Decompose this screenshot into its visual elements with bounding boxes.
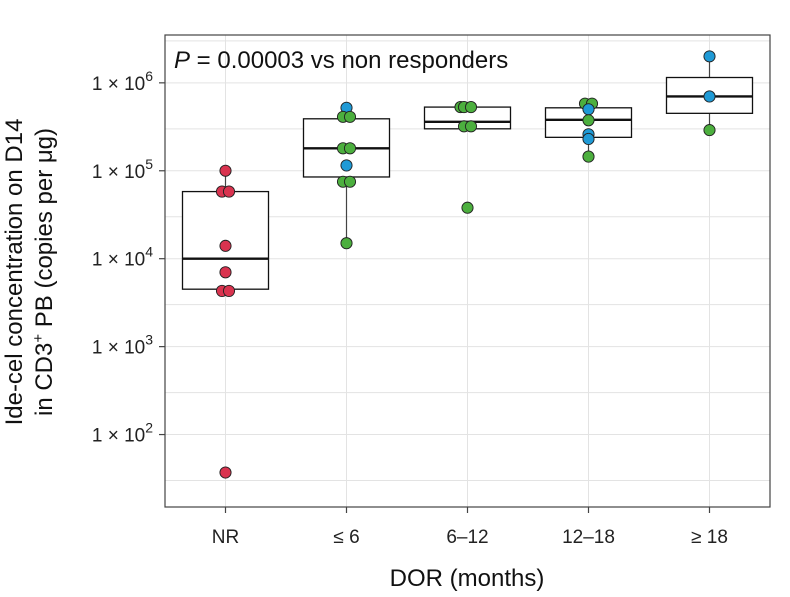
x-tick-label: ≤ 6 (333, 527, 359, 548)
y-tick-base: 1 × 10 (92, 250, 145, 271)
y-tick-exponent: 2 (145, 420, 153, 436)
x-axis-ticks: NR ≤ 6 6–12 12–18 ≥ 18 (212, 507, 728, 548)
data-point (219, 466, 232, 479)
data-point (219, 239, 232, 252)
y-tick-base: 1 × 10 (92, 338, 145, 359)
y-tick-label: 1 × 106 (92, 68, 153, 95)
data-point (703, 50, 716, 63)
data-point (703, 124, 716, 137)
p-value-text: = 0.00003 vs non responders (190, 47, 508, 74)
y-axis-title: Ide-cel concentration on D14 in CD3+ PB … (1, 119, 58, 426)
y-tick-base: 1 × 10 (92, 162, 145, 183)
y-axis-title-line1: Ide-cel concentration on D14 (1, 119, 28, 426)
y-tick-exponent: 6 (145, 68, 153, 84)
data-points (215, 50, 716, 479)
y-axis-title-line2: in CD3+ PB (copies per μg) (30, 128, 58, 416)
data-point (461, 201, 474, 214)
p-italic: P (174, 47, 190, 74)
y-tick-label: 1 × 103 (92, 332, 153, 359)
data-point (464, 120, 478, 133)
data-point (582, 114, 595, 127)
data-point (343, 175, 357, 188)
y-tick-exponent: 3 (145, 332, 153, 348)
data-point (219, 164, 232, 177)
x-tick-label: 6–12 (446, 527, 488, 548)
x-tick-label: ≥ 18 (691, 527, 728, 548)
x-axis-title: DOR (months) (390, 565, 545, 592)
y-title-sup: + (30, 334, 47, 343)
y-tick-exponent: 4 (145, 244, 153, 260)
data-point (222, 284, 236, 297)
box-group (302, 107, 391, 244)
data-point (582, 150, 595, 163)
y-tick-label: 1 × 105 (92, 156, 153, 183)
data-point (582, 103, 595, 116)
data-point (219, 266, 232, 279)
data-point (343, 110, 357, 123)
y-title-pre: in CD3 (31, 343, 58, 416)
data-point (703, 90, 716, 103)
y-tick-exponent: 5 (145, 156, 153, 172)
y-tick-base: 1 × 10 (92, 426, 145, 447)
data-point (464, 101, 478, 114)
y-tick-label: 1 × 104 (92, 244, 153, 271)
data-point (582, 132, 595, 146)
x-tick-label: NR (212, 527, 239, 548)
p-value-annotation: P = 0.00003 vs non responders (174, 47, 508, 74)
data-point (343, 142, 357, 155)
data-point (222, 185, 236, 198)
y-tick-label: 1 × 102 (92, 420, 153, 447)
data-point (340, 159, 353, 172)
x-tick-label: 12–18 (562, 527, 615, 548)
y-title-post: PB (copies per μg) (31, 128, 58, 334)
y-tick-base: 1 × 10 (92, 74, 145, 95)
data-point (340, 237, 353, 250)
